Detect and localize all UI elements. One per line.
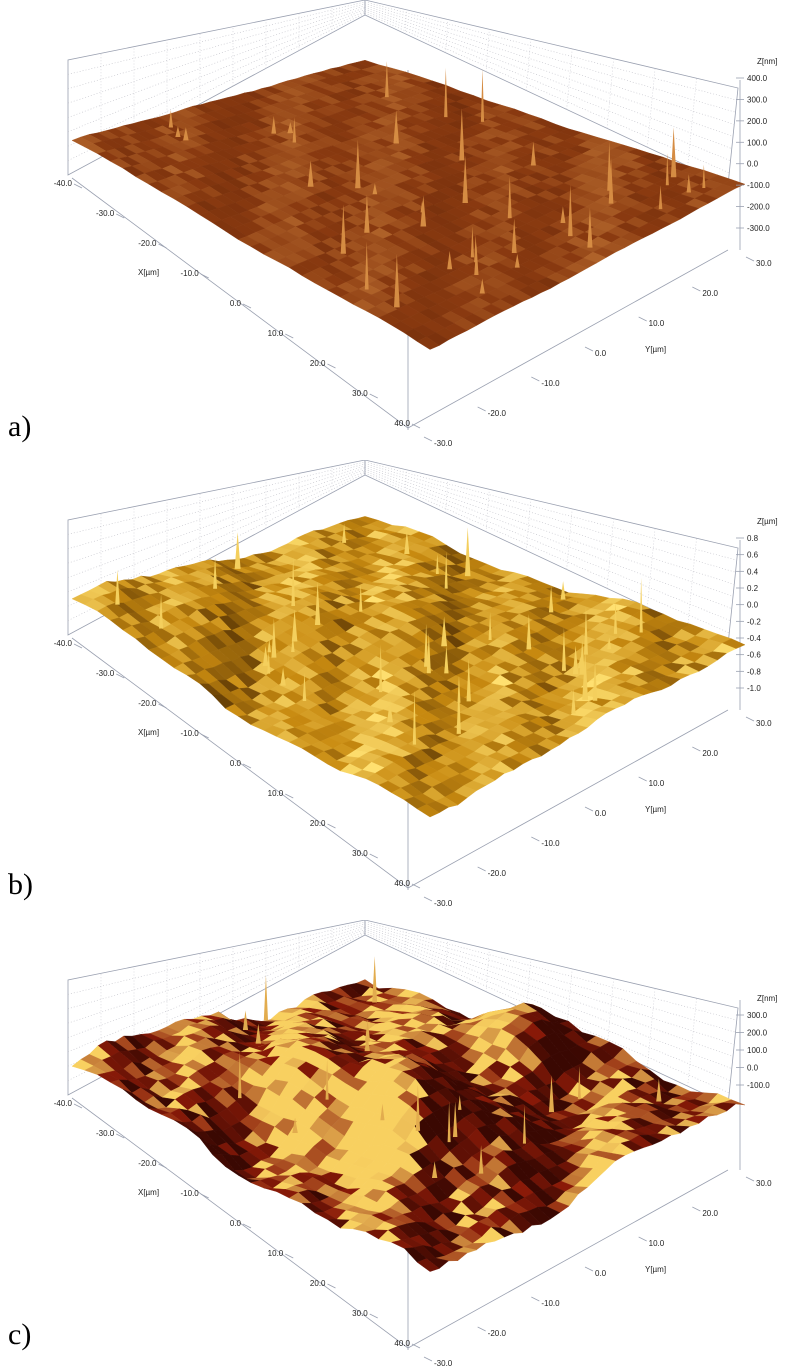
x-tick-label: 30.0 xyxy=(352,849,368,858)
z-tick-label: 200.0 xyxy=(747,117,768,126)
y-axis-label: Y[µm] xyxy=(645,345,666,354)
x-tick-label: 0.0 xyxy=(230,299,242,308)
z-tick-label: -300.0 xyxy=(747,224,770,233)
y-tick-label: 10.0 xyxy=(649,779,665,788)
z-tick-label: 0.0 xyxy=(747,1064,759,1073)
panel-letter: a) xyxy=(8,410,32,443)
y-tick-label: -30.0 xyxy=(434,439,453,448)
z-tick-label: 100.0 xyxy=(747,138,768,147)
y-tick-label: -10.0 xyxy=(541,1299,560,1308)
surface xyxy=(71,59,746,350)
x-tick-label: -40.0 xyxy=(54,1099,73,1108)
x-tick-label: 40.0 xyxy=(394,419,410,428)
y-tick-label: -30.0 xyxy=(434,899,453,908)
axis-ticks: -40.0 -30.0 -20.0 -10.0 0.0 10.0 20.0 30.0 40.0 X… xyxy=(54,517,778,908)
x-tick-label: 0.0 xyxy=(230,759,242,768)
z-tick-label: 200.0 xyxy=(747,1029,768,1038)
z-tick-label: 400.0 xyxy=(747,74,768,83)
z-tick-label: -0.2 xyxy=(747,617,761,626)
x-tick-label: -30.0 xyxy=(96,669,115,678)
y-axis-label: Y[µm] xyxy=(645,1265,666,1274)
z-tick-label: 300.0 xyxy=(747,1011,768,1020)
y-tick-label: 10.0 xyxy=(649,319,665,328)
x-tick-label: 20.0 xyxy=(310,819,326,828)
y-tick-label: -20.0 xyxy=(488,1329,507,1338)
z-tick-label: 0.0 xyxy=(747,601,759,610)
y-tick-label: 0.0 xyxy=(595,809,607,818)
y-tick-label: 10.0 xyxy=(649,1239,665,1248)
x-tick-label: 30.0 xyxy=(352,1309,368,1318)
z-axis-label: Z[nm] xyxy=(757,57,777,66)
y-tick-label: 30.0 xyxy=(756,1179,772,1188)
panel-letter: c) xyxy=(8,1318,32,1351)
surface-plot: -40.0 -30.0 -20.0 -10.0 0.0 10.0 20.0 30.0 40.0 X… xyxy=(54,920,778,1368)
x-tick-label: 20.0 xyxy=(310,359,326,368)
panel-letter: b) xyxy=(8,868,33,901)
x-tick-label: -20.0 xyxy=(138,239,157,248)
z-tick-label: 100.0 xyxy=(747,1046,768,1055)
axis-ticks: -40.0 -30.0 -20.0 -10.0 0.0 10.0 20.0 30.0 40.0 X… xyxy=(54,57,778,448)
x-tick-label: -20.0 xyxy=(138,699,157,708)
surface xyxy=(71,956,746,1272)
y-tick-label: -20.0 xyxy=(488,409,507,418)
y-tick-label: -30.0 xyxy=(434,1359,453,1368)
y-tick-label: 20.0 xyxy=(702,1209,718,1218)
x-tick-label: 10.0 xyxy=(268,789,284,798)
z-tick-label: -200.0 xyxy=(747,203,770,212)
z-axis-label: Z[nm] xyxy=(757,994,777,1003)
x-tick-label: 40.0 xyxy=(394,1339,410,1348)
x-tick-label: -10.0 xyxy=(181,269,200,278)
z-tick-label: -100.0 xyxy=(747,1081,770,1090)
x-tick-label: 10.0 xyxy=(268,329,284,338)
x-tick-label: -30.0 xyxy=(96,1129,115,1138)
y-tick-label: -10.0 xyxy=(541,839,560,848)
surface-plot: -40.0 -30.0 -20.0 -10.0 0.0 10.0 20.0 30.0 40.0 X… xyxy=(54,460,778,908)
surface-plot: -40.0 -30.0 -20.0 -10.0 0.0 10.0 20.0 30.0 40.0 X… xyxy=(54,0,778,448)
y-tick-label: 20.0 xyxy=(702,289,718,298)
y-tick-label: -10.0 xyxy=(541,379,560,388)
afm-panel-3: c) -40.0 -30.0 -20.0 -10.0 0.0 10.0 20.0 30.0 40.… xyxy=(0,920,790,1370)
x-axis-label: X[µm] xyxy=(138,728,159,737)
x-tick-label: 10.0 xyxy=(268,1249,284,1258)
z-tick-label: 0.0 xyxy=(747,160,759,169)
y-tick-label: 0.0 xyxy=(595,349,607,358)
y-tick-label: 30.0 xyxy=(756,719,772,728)
x-tick-label: 40.0 xyxy=(394,879,410,888)
afm-panel-2: b) -40.0 -30.0 -20.0 -10.0 0.0 10.0 20.0 30.0 40.… xyxy=(0,460,790,910)
x-tick-label: 0.0 xyxy=(230,1219,242,1228)
z-tick-label: -1.0 xyxy=(747,684,761,693)
afm-panel-1: a) -40.0 -30.0 -20.0 -10.0 0.0 10.0 20.0 30.0 40.… xyxy=(0,0,790,450)
x-tick-label: -30.0 xyxy=(96,209,115,218)
x-tick-label: -20.0 xyxy=(138,1159,157,1168)
z-tick-label: -0.6 xyxy=(747,651,761,660)
surface xyxy=(71,516,746,818)
y-tick-label: 0.0 xyxy=(595,1269,607,1278)
z-tick-label: 0.4 xyxy=(747,567,759,576)
z-tick-label: 0.8 xyxy=(747,534,759,543)
y-axis-label: Y[µm] xyxy=(645,805,666,814)
x-tick-label: -40.0 xyxy=(54,639,73,648)
y-tick-label: 20.0 xyxy=(702,749,718,758)
z-tick-label: -100.0 xyxy=(747,181,770,190)
z-tick-label: 0.2 xyxy=(747,584,759,593)
z-tick-label: -0.4 xyxy=(747,634,761,643)
z-tick-label: 300.0 xyxy=(747,95,768,104)
x-tick-label: 20.0 xyxy=(310,1279,326,1288)
axis-ticks: -40.0 -30.0 -20.0 -10.0 0.0 10.0 20.0 30.0 40.0 X… xyxy=(54,994,778,1368)
x-axis-label: X[µm] xyxy=(138,268,159,277)
y-tick-label: -20.0 xyxy=(488,869,507,878)
x-tick-label: -40.0 xyxy=(54,179,73,188)
z-tick-label: -0.8 xyxy=(747,667,761,676)
y-tick-label: 30.0 xyxy=(756,259,772,268)
z-axis-label: Z[µm] xyxy=(757,517,778,526)
x-tick-label: -10.0 xyxy=(181,729,200,738)
x-tick-label: -10.0 xyxy=(181,1189,200,1198)
x-tick-label: 30.0 xyxy=(352,389,368,398)
x-axis-label: X[µm] xyxy=(138,1188,159,1197)
z-tick-label: 0.6 xyxy=(747,551,759,560)
